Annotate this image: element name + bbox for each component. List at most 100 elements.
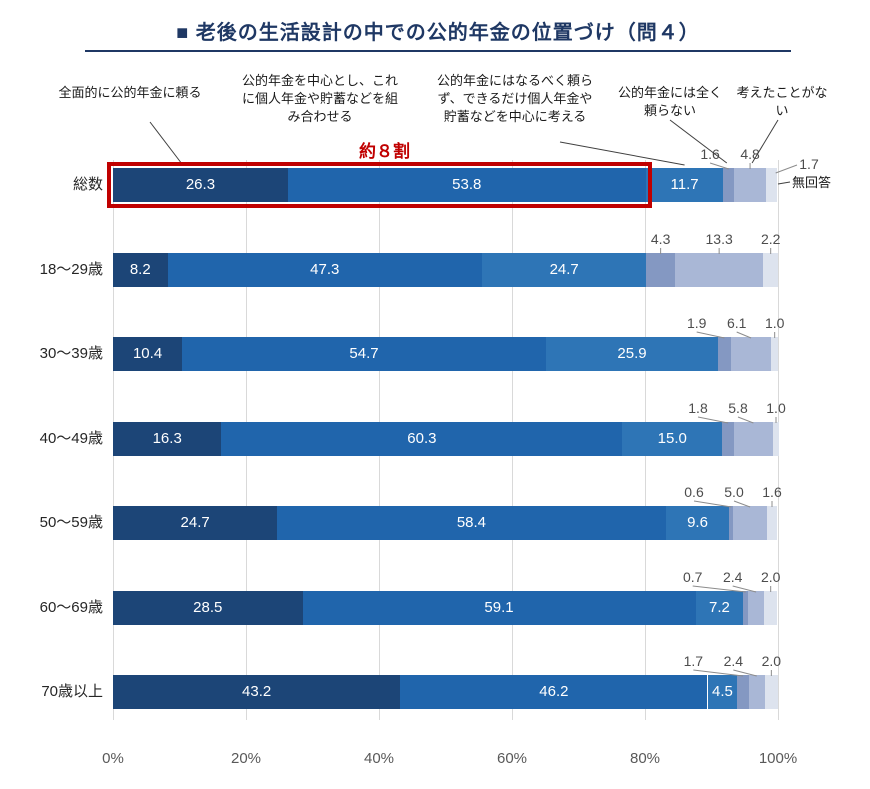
segment-value-callout: 1.6 [762, 484, 782, 500]
bar-segment [302, 591, 696, 625]
segment-value-callout: 0.6 [684, 484, 704, 500]
bar-segment [766, 168, 778, 202]
bar-segment [707, 675, 738, 709]
segment-value-callout: 4.3 [650, 231, 671, 247]
segment-value-callout: 2.4 [722, 569, 743, 585]
bar-segment [482, 253, 647, 287]
segment-value-label: 24.7 [549, 261, 579, 278]
segment-value-label: 58.4 [456, 514, 487, 531]
bar-segment [645, 168, 724, 202]
segment-value-label: 7.2 [709, 599, 730, 616]
bar-segment [771, 337, 778, 371]
bar-segment [729, 506, 734, 540]
x-axis-tick-label: 80% [629, 750, 661, 767]
bar-segment [763, 253, 778, 287]
legend-no-reliance-on-pension: 公的年金には全く頼らない [618, 85, 723, 119]
segment-value-label: 25.9 [617, 345, 647, 362]
bar-segment [764, 591, 778, 625]
y-axis-category-label: 70歳以上 [41, 683, 103, 700]
y-axis-category-label: 総数 [72, 176, 103, 193]
segment-value-callout: 5.8 [728, 400, 748, 416]
segment-value-label: 11.7 [670, 176, 699, 193]
segment-value-label: 47.3 [310, 261, 340, 278]
legend-no-answer: 無回答 [792, 175, 832, 190]
segment-value-label: 16.3 [152, 430, 182, 447]
chart-title: ■ 老後の生活設計の中での公的年金の位置づけ（問４） [176, 22, 700, 44]
x-axis-tick-label: 20% [230, 750, 262, 767]
bar-segment [723, 168, 735, 202]
bar-segment [622, 422, 723, 456]
bar-segment [748, 591, 765, 625]
legend-minimal-reliance-on-pension: 公的年金にはなるべく頼らず、できるだけ個人年金や貯蓄などを中心に考える [436, 73, 593, 125]
approx-80-percent-annotation: 約８割 [359, 142, 410, 161]
segment-value-label: 60.3 [407, 430, 437, 447]
segment-value-callout: 2.2 [760, 231, 781, 247]
bar-segment [737, 675, 749, 709]
segment-value-callout: 4.8 [740, 146, 760, 162]
legend-rely-fully-on-pension: 全面的に公的年金に頼る [58, 85, 202, 100]
segment-value-callout: 1.8 [688, 400, 708, 416]
legend-pension-centered-with-savings: 公的年金を中心とし、これに個人年金や貯蓄などを組み合わせる [241, 73, 398, 125]
bar-segment [734, 168, 767, 202]
y-axis-category-label: 60〜69歳 [39, 599, 103, 616]
bar-segment [730, 337, 772, 371]
bar-segment [113, 591, 303, 625]
x-axis-tick-label: 0% [102, 750, 124, 767]
bar-segment [545, 337, 719, 371]
x-axis-tick-label: 100% [758, 750, 798, 767]
segment-value-label: 15.0 [657, 430, 687, 447]
bar-segment [722, 422, 735, 456]
x-axis-tick-label: 40% [363, 750, 395, 767]
highlight-red-box [107, 162, 652, 208]
segment-value-label: 26.3 [185, 176, 216, 193]
x-axis-tick-label: 60% [496, 750, 528, 767]
bar-segment [764, 675, 778, 709]
title-underline [85, 50, 791, 52]
bar-segment [113, 337, 183, 371]
bar-segment [287, 168, 646, 202]
bar-segment [113, 253, 168, 287]
bar-segment [113, 168, 288, 202]
segment-value-label: 54.7 [349, 345, 379, 362]
y-axis-category-label: 40〜49歳 [39, 430, 103, 447]
bar-segment [182, 337, 546, 371]
bar-segment [277, 506, 666, 540]
bar-segment [743, 591, 749, 625]
segment-value-callout: 1.7 [683, 653, 704, 669]
bar-segment [734, 422, 773, 456]
bar-segment [646, 253, 675, 287]
legend-never-thought-about-it: 考えたことがない [736, 85, 828, 119]
bar-segment [718, 337, 731, 371]
bar-segment [113, 675, 401, 709]
segment-value-label: 53.8 [452, 176, 482, 193]
segment-value-label: 28.5 [193, 599, 223, 616]
bar-segment [766, 506, 778, 540]
segment-value-callout: 1.7 [799, 156, 819, 172]
segment-value-callout: 6.1 [726, 315, 747, 331]
segment-value-label: 59.1 [484, 599, 514, 616]
segment-value-label: 10.4 [132, 345, 163, 362]
segment-value-callout: 1.9 [686, 315, 707, 331]
segment-value-label: 46.2 [539, 683, 569, 700]
bar-segment [113, 422, 222, 456]
segment-value-callout: 5.0 [724, 484, 744, 500]
segment-value-callout: 13.3 [705, 231, 733, 247]
segment-value-callout: 2.0 [760, 569, 781, 585]
bar-segment [674, 253, 764, 287]
y-axis-category-label: 18〜29歳 [39, 261, 103, 278]
bar-segment [665, 506, 730, 540]
segment-value-callout: 2.4 [723, 653, 744, 669]
bar-segment [113, 506, 278, 540]
bar-segment [695, 591, 744, 625]
bar-segment [221, 422, 623, 456]
segment-value-label: 8.2 [129, 261, 151, 278]
segment-value-label: 9.6 [687, 514, 708, 531]
segment-value-callout: 0.7 [682, 569, 703, 585]
segment-value-callout: 1.0 [764, 315, 785, 331]
bar-segment [400, 675, 708, 709]
segment-value-label: 43.2 [242, 683, 272, 700]
segment-value-callout: 2.0 [761, 653, 782, 669]
segment-value-callout: 1.6 [700, 146, 720, 162]
